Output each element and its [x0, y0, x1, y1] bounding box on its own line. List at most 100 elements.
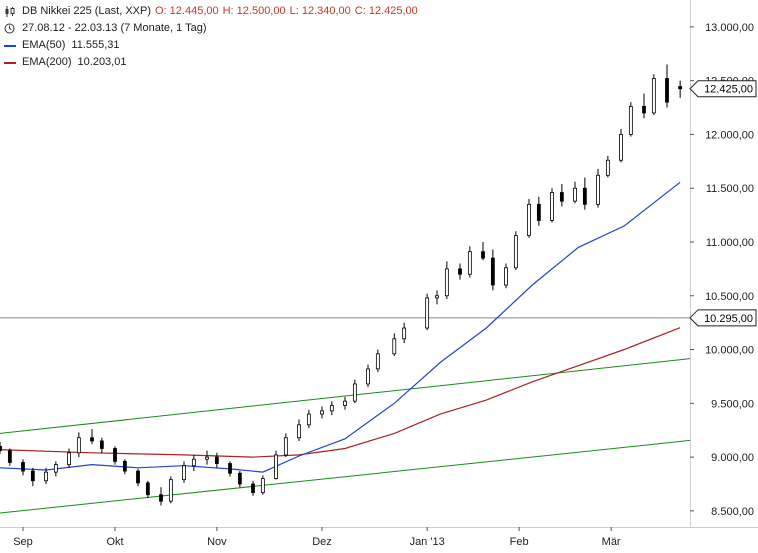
y-tick-label: 12.000,00 — [705, 129, 754, 141]
candle-body — [168, 479, 173, 502]
y-tick-label: 11.500,00 — [706, 183, 754, 195]
candle-body — [306, 413, 311, 426]
candle-body — [182, 465, 186, 481]
candle-body — [191, 458, 196, 467]
y-tick-label: 9.000,00 — [711, 452, 754, 464]
candle-body — [122, 460, 127, 472]
candle-body — [67, 452, 71, 466]
ohlc-high: H: 12.500,00 — [222, 5, 286, 17]
price-marker-box — [689, 80, 757, 98]
y-tick-label: 9.500,00 — [711, 398, 754, 410]
candle-body — [458, 268, 462, 275]
candle-body — [425, 297, 430, 329]
candle-body — [665, 78, 669, 103]
candlestick-icon — [4, 6, 18, 17]
candle-body — [320, 410, 324, 415]
candle-body — [481, 251, 485, 259]
candle-body — [260, 478, 265, 493]
candle-body — [159, 494, 163, 502]
x-tick-label: Feb — [510, 536, 529, 548]
candle-body — [113, 448, 117, 462]
candle-body — [251, 483, 255, 493]
ema50-line — [0, 181, 681, 473]
legend-title-row: DB Nikkei 225 (Last, XXP) O: 12.445,00 H… — [4, 3, 418, 20]
candle-body — [214, 456, 219, 464]
candle-body — [343, 400, 347, 406]
legend-ema200-row: EMA(200) 10.203,01 — [4, 54, 418, 71]
candle-body — [651, 78, 656, 114]
legend-period-row: 27.08.12 - 22.03.13 (7 Monate, 1 Tag) — [4, 20, 418, 37]
candle-body — [513, 235, 518, 269]
candle-body — [76, 437, 81, 454]
candle-body — [228, 463, 232, 474]
ema50-value: 11.555,31 — [71, 39, 120, 51]
candle-body — [435, 295, 439, 299]
candle-body — [274, 454, 278, 480]
candle-body — [21, 462, 25, 472]
candle-body — [582, 187, 587, 205]
candle-body — [559, 192, 564, 202]
candle-body — [490, 257, 495, 286]
candle-body — [237, 472, 242, 485]
candle-body — [375, 353, 380, 370]
candle-body — [205, 456, 209, 460]
x-tick-label: Jan '13 — [410, 536, 445, 548]
candle-body — [352, 383, 357, 402]
chart-legend: DB Nikkei 225 (Last, XXP) O: 12.445,00 H… — [4, 3, 418, 71]
candle-body — [467, 251, 472, 275]
candle-body — [297, 424, 301, 439]
x-tick-label: Okt — [106, 536, 123, 548]
candle-body — [596, 174, 600, 205]
y-tick-label: 11.000,00 — [706, 237, 754, 249]
candle-body — [30, 470, 35, 482]
ohlc-close: C: 12.425,00 — [354, 5, 418, 17]
y-tick-label: 8.500,00 — [711, 506, 754, 518]
candle-body — [44, 471, 48, 482]
x-tick-label: Dez — [312, 536, 332, 548]
x-tick-label: Mär — [602, 536, 621, 548]
candle-body — [619, 134, 623, 161]
ohlc-open: O: 12.445,00 — [155, 5, 219, 17]
candle-body — [53, 464, 58, 473]
candle-body — [504, 267, 508, 286]
y-tick-label: 10.500,00 — [705, 291, 754, 303]
ema200-value: 10.203,01 — [77, 56, 127, 68]
trend-line-lower — [0, 439, 691, 514]
candle-body — [90, 437, 94, 442]
candle-body — [678, 86, 683, 90]
candles-group — [0, 64, 683, 506]
candle-body — [527, 203, 531, 236]
last-price-label: 12.425,00 — [704, 84, 753, 96]
x-tick-label: Nov — [207, 536, 227, 548]
ema200-swatch — [4, 61, 16, 64]
ema50-swatch — [4, 44, 16, 47]
price-marker-box — [689, 309, 757, 327]
candle-body — [145, 482, 150, 496]
x-tick-label: Sep — [13, 536, 33, 548]
ema200-label: EMA(200) — [22, 56, 72, 68]
candle-body — [444, 268, 449, 297]
candle-body — [366, 368, 370, 385]
candle-body — [0, 445, 2, 452]
candle-body — [136, 470, 140, 484]
candle-body — [642, 106, 646, 114]
candle-body — [99, 440, 104, 449]
candle-body — [402, 327, 407, 340]
y-tick-label: 13.000,00 — [705, 22, 754, 34]
y-tick-label: 10.000,00 — [705, 345, 754, 357]
ohlc-low: L: 12.340,00 — [289, 5, 351, 17]
candle-body — [536, 203, 541, 221]
candle-body — [7, 450, 12, 463]
legend-ema50-row: EMA(50) 11.555,31 — [4, 37, 418, 54]
candle-body — [392, 338, 397, 355]
trend-line-upper — [0, 358, 691, 434]
candle-body — [573, 187, 577, 202]
legend-period: 27.08.12 - 22.03.13 (7 Monate, 1 Tag) — [22, 22, 207, 34]
ema200-line — [0, 327, 681, 458]
legend-title: DB Nikkei 225 (Last, XXP) — [22, 5, 151, 17]
candle-body — [329, 405, 334, 412]
clock-icon — [4, 23, 18, 34]
candle-body — [605, 159, 610, 176]
candle-body — [550, 192, 554, 221]
